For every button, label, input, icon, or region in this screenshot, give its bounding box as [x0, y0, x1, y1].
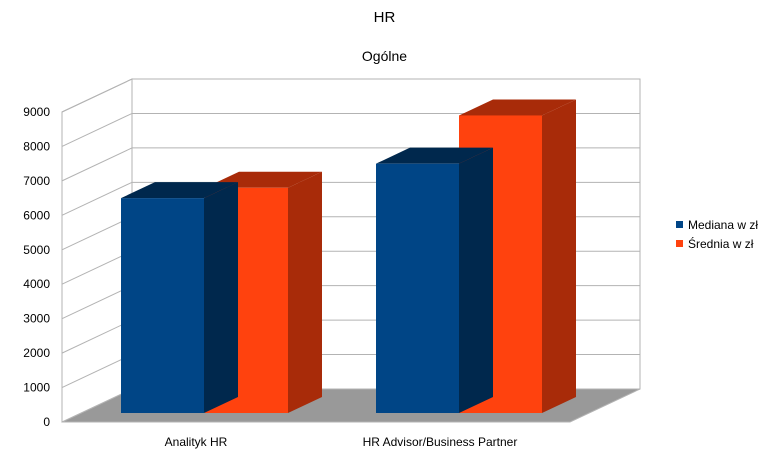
legend-item-1: Średnia w zł	[676, 234, 758, 253]
y-axis: 0 1000 2000 3000 4000 5000 6000 7000 8000 9000	[23, 105, 50, 429]
legend-swatch-1	[676, 240, 683, 247]
legend-swatch-0	[676, 221, 683, 228]
legend-label-1: Średnia w zł	[688, 236, 754, 251]
y-tick-label: 9000	[23, 105, 50, 119]
bar-top	[376, 147, 493, 164]
bar-0-1	[376, 147, 493, 413]
bar-top	[121, 182, 238, 199]
y-tick-label: 7000	[23, 174, 50, 188]
bar-side	[204, 182, 238, 413]
gridline	[61, 78, 640, 113]
x-axis: Analityk HR HR Advisor/Business Partner	[165, 435, 518, 449]
y-tick-label: 1000	[23, 381, 50, 395]
chart-subtitle: Ogólne	[361, 48, 408, 64]
bar-0-0	[121, 182, 238, 413]
y-tick-label: 6000	[23, 208, 50, 222]
legend: Mediana w zł Średnia w zł	[676, 215, 758, 253]
y-tick-label: 4000	[23, 277, 50, 291]
bar-side	[542, 99, 576, 413]
y-tick-label: 8000	[23, 139, 50, 153]
legend-label-0: Mediana w zł	[688, 217, 759, 232]
bar-front	[376, 163, 459, 413]
bar-side	[288, 171, 322, 413]
y-tick-label: 5000	[23, 243, 50, 257]
y-tick-label: 3000	[23, 312, 50, 326]
chart-title: HR	[373, 9, 396, 26]
x-category-label: Analityk HR	[165, 435, 228, 449]
bar-side	[459, 147, 493, 413]
bar-top	[459, 99, 576, 116]
legend-item-0: Mediana w zł	[676, 215, 758, 234]
chart-bars	[121, 99, 576, 413]
bar-front	[121, 198, 204, 413]
y-tick-label: 0	[43, 415, 50, 429]
y-tick-label: 2000	[23, 346, 50, 360]
x-category-label: HR Advisor/Business Partner	[363, 435, 518, 449]
